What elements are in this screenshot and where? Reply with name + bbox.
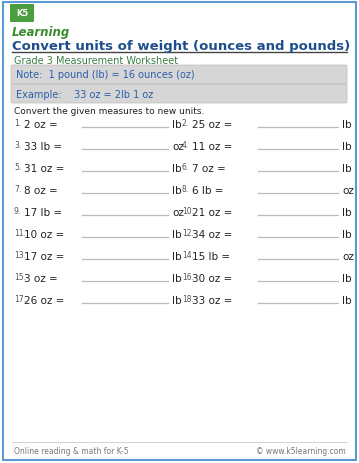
Text: 5.: 5. <box>14 163 21 172</box>
Text: 26 oz =: 26 oz = <box>24 295 64 305</box>
Text: oz: oz <box>172 207 184 218</box>
Text: 17.: 17. <box>14 294 26 303</box>
Text: Example:    33 oz = 2lb 1 oz: Example: 33 oz = 2lb 1 oz <box>16 89 153 99</box>
Text: lb: lb <box>172 186 182 195</box>
Text: lb: lb <box>342 163 351 174</box>
Text: Note:  1 pound (lb) = 16 ounces (oz): Note: 1 pound (lb) = 16 ounces (oz) <box>16 70 195 80</box>
Text: Convert units of weight (ounces and pounds): Convert units of weight (ounces and poun… <box>12 40 350 53</box>
Text: lb: lb <box>342 120 351 130</box>
Text: lb: lb <box>342 230 351 239</box>
Text: 17 oz =: 17 oz = <box>24 251 64 262</box>
Text: 3.: 3. <box>14 141 21 150</box>
Text: 30 oz =: 30 oz = <box>192 274 232 283</box>
Text: 34 oz =: 34 oz = <box>192 230 232 239</box>
Text: lb: lb <box>172 251 182 262</box>
Text: Convert the given measures to new units.: Convert the given measures to new units. <box>14 107 204 116</box>
Text: lb: lb <box>342 274 351 283</box>
Text: 12.: 12. <box>182 229 194 238</box>
Text: K5: K5 <box>16 9 28 19</box>
Text: 8.: 8. <box>182 185 189 194</box>
Text: © www.k5learning.com: © www.k5learning.com <box>256 446 346 455</box>
Text: 15.: 15. <box>14 272 26 282</box>
Text: 10.: 10. <box>182 206 194 216</box>
Text: 4.: 4. <box>182 141 189 150</box>
Text: oz: oz <box>342 186 354 195</box>
Text: lb: lb <box>172 163 182 174</box>
Text: 11 oz =: 11 oz = <box>192 142 232 152</box>
Text: 1.: 1. <box>14 119 21 128</box>
Text: 13.: 13. <box>14 250 26 259</box>
Text: lb: lb <box>172 295 182 305</box>
Text: Online reading & math for K-5: Online reading & math for K-5 <box>14 446 129 455</box>
Text: 2.: 2. <box>182 119 189 128</box>
Text: 11.: 11. <box>14 229 26 238</box>
Text: 17 lb =: 17 lb = <box>24 207 62 218</box>
FancyBboxPatch shape <box>11 85 347 104</box>
Text: 15 lb =: 15 lb = <box>192 251 230 262</box>
FancyBboxPatch shape <box>11 66 347 85</box>
Text: oz: oz <box>342 251 354 262</box>
Text: 7.: 7. <box>14 185 21 194</box>
Text: 16.: 16. <box>182 272 194 282</box>
Text: 14.: 14. <box>182 250 194 259</box>
Text: lb: lb <box>342 207 351 218</box>
Text: 25 oz =: 25 oz = <box>192 120 232 130</box>
Text: 31 oz =: 31 oz = <box>24 163 64 174</box>
Text: oz: oz <box>172 142 184 152</box>
Text: 10 oz =: 10 oz = <box>24 230 64 239</box>
Text: 18.: 18. <box>182 294 194 303</box>
Text: lb: lb <box>342 295 351 305</box>
Text: 3 oz =: 3 oz = <box>24 274 58 283</box>
Text: 21 oz =: 21 oz = <box>192 207 232 218</box>
Text: lb: lb <box>172 274 182 283</box>
Text: 6.: 6. <box>182 163 189 172</box>
Text: 9.: 9. <box>14 206 21 216</box>
Text: 33 oz =: 33 oz = <box>192 295 232 305</box>
Text: 2 oz =: 2 oz = <box>24 120 58 130</box>
Text: 6 lb =: 6 lb = <box>192 186 224 195</box>
Text: lb: lb <box>172 230 182 239</box>
Text: 7 oz =: 7 oz = <box>192 163 226 174</box>
Text: 8 oz =: 8 oz = <box>24 186 58 195</box>
Text: lb: lb <box>342 142 351 152</box>
Text: Learning: Learning <box>12 26 70 39</box>
Text: Grade 3 Measurement Worksheet: Grade 3 Measurement Worksheet <box>14 56 178 66</box>
Text: lb: lb <box>172 120 182 130</box>
FancyBboxPatch shape <box>10 5 34 23</box>
Text: 33 lb =: 33 lb = <box>24 142 62 152</box>
